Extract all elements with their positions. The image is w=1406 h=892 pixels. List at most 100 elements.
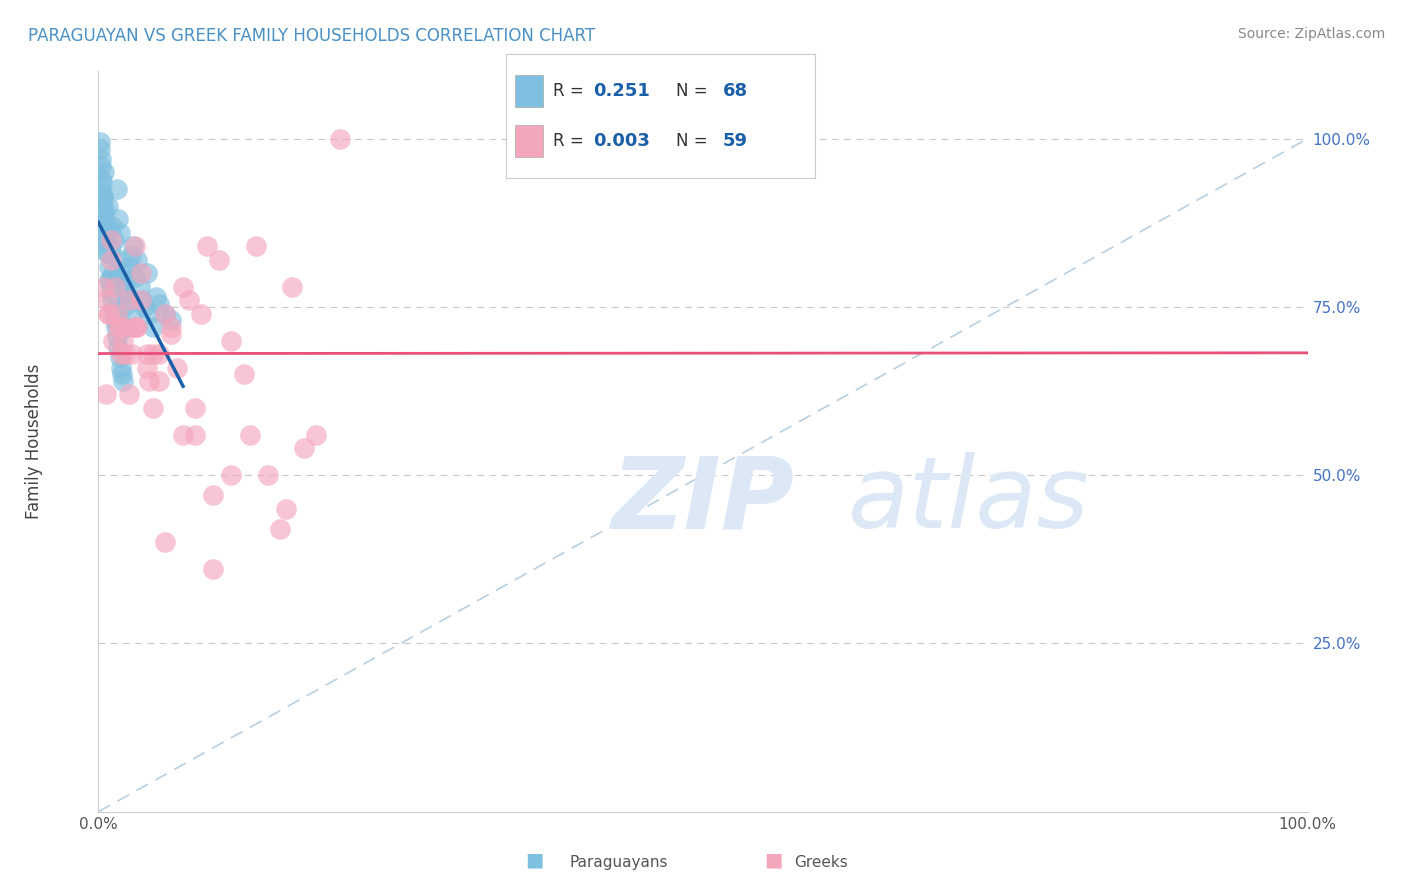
Point: [129, 293, 152, 308]
Point: [292, 442, 315, 456]
Point: [160, 313, 183, 327]
Point: [117, 320, 139, 334]
Point: [94, 216, 117, 230]
Point: [115, 286, 138, 301]
Point: [96, 246, 118, 260]
Point: [97, 199, 120, 213]
Point: [101, 266, 124, 280]
Point: [108, 252, 131, 267]
Point: [184, 427, 207, 442]
Point: [195, 239, 218, 253]
Point: [128, 279, 150, 293]
Point: [142, 320, 165, 334]
Point: [110, 360, 132, 375]
Point: [124, 320, 146, 334]
Point: [108, 351, 131, 365]
Point: [104, 277, 127, 291]
Point: [245, 239, 267, 253]
Point: [104, 320, 127, 334]
Point: [91, 209, 114, 223]
Point: [94, 219, 117, 234]
Point: [101, 334, 124, 348]
Point: [96, 229, 118, 244]
Point: [90, 172, 112, 186]
Point: [145, 290, 167, 304]
Point: [91, 176, 114, 190]
Point: [127, 252, 149, 267]
Point: [98, 307, 121, 321]
Point: [160, 326, 183, 341]
Point: [97, 246, 120, 260]
Point: [221, 334, 243, 348]
Point: [305, 427, 328, 442]
Point: [100, 283, 122, 297]
Point: [202, 562, 225, 576]
FancyBboxPatch shape: [516, 76, 543, 106]
Point: [100, 233, 122, 247]
Point: [110, 347, 132, 361]
Point: [202, 488, 225, 502]
Point: [89, 142, 111, 156]
Point: [122, 239, 145, 253]
Point: [94, 226, 117, 240]
Point: [105, 307, 128, 321]
Text: ■: ■: [524, 851, 544, 870]
Point: [93, 279, 115, 293]
Point: [135, 360, 157, 375]
Text: N =: N =: [676, 82, 713, 100]
Point: [90, 159, 112, 173]
Point: [93, 202, 115, 217]
Text: ZIP: ZIP: [612, 452, 794, 549]
Text: Source: ZipAtlas.com: Source: ZipAtlas.com: [1237, 27, 1385, 41]
Text: N =: N =: [676, 132, 713, 150]
Text: 0.003: 0.003: [593, 132, 650, 150]
Text: 0.251: 0.251: [593, 82, 650, 100]
Point: [184, 401, 207, 415]
Point: [153, 307, 176, 321]
Point: [274, 501, 297, 516]
Point: [94, 387, 117, 401]
Text: Greeks: Greeks: [794, 855, 848, 870]
Point: [90, 152, 112, 166]
Point: [166, 360, 188, 375]
Point: [172, 279, 194, 293]
Point: [91, 192, 114, 206]
Point: [107, 320, 129, 334]
Point: [101, 293, 124, 308]
Point: [91, 189, 114, 203]
Point: [104, 313, 127, 327]
Point: [269, 522, 291, 536]
Point: [96, 233, 118, 247]
Point: [221, 468, 243, 483]
Point: [135, 347, 157, 361]
Point: [190, 307, 212, 321]
Point: [239, 427, 262, 442]
Point: [107, 340, 129, 354]
Point: [329, 131, 352, 145]
Point: [153, 535, 176, 549]
Point: [108, 320, 131, 334]
Point: [121, 347, 143, 361]
Point: [172, 427, 194, 442]
Point: [98, 273, 121, 287]
Point: [208, 252, 231, 267]
Point: [93, 165, 115, 179]
Point: [96, 293, 118, 308]
Point: [103, 233, 125, 247]
Point: [148, 347, 170, 361]
Point: [129, 266, 152, 280]
Point: [134, 300, 156, 314]
Point: [98, 273, 121, 287]
Point: [118, 293, 141, 308]
FancyBboxPatch shape: [516, 126, 543, 157]
Point: [124, 269, 146, 284]
Point: [114, 347, 136, 361]
Point: [118, 293, 141, 308]
Text: Paraguayans: Paraguayans: [569, 855, 668, 870]
Point: [111, 279, 134, 293]
Point: [118, 387, 141, 401]
Point: [100, 243, 122, 257]
Point: [108, 226, 131, 240]
Point: [121, 307, 143, 321]
Point: [232, 368, 254, 382]
